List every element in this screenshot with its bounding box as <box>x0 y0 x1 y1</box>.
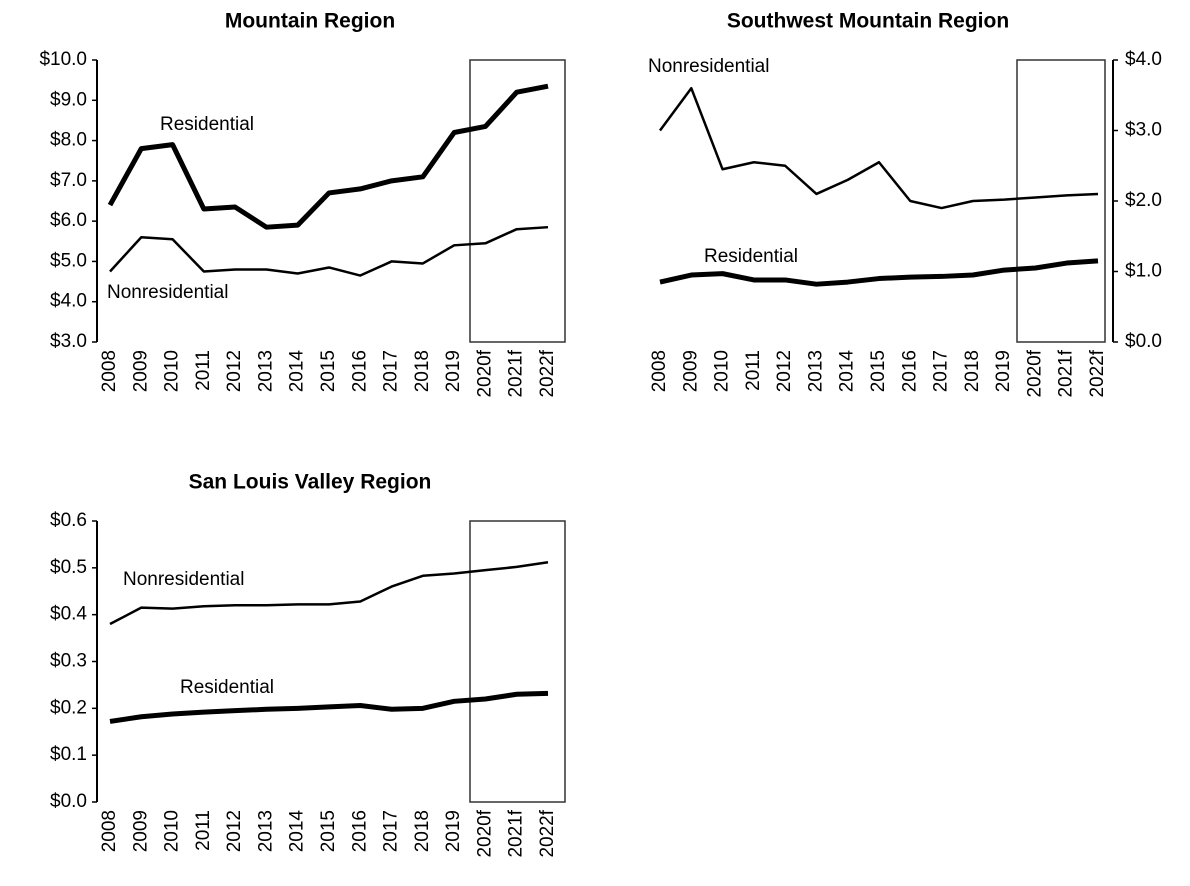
y-tick-label: $0.2 <box>50 697 87 718</box>
y-tick-label: $7.0 <box>50 170 87 191</box>
series-label: Residential <box>704 246 798 267</box>
y-tick-label: $0.0 <box>1125 331 1162 352</box>
x-tick-label: 2011 <box>743 350 764 391</box>
x-tick-label: 2017 <box>381 350 402 392</box>
x-tick-label: 2008 <box>649 350 670 392</box>
chart-title: San Louis Valley Region <box>189 471 432 494</box>
y-tick-label: $0.1 <box>50 744 87 765</box>
x-tick-label: 2014 <box>287 350 308 393</box>
x-tick-label: 2020f <box>474 349 495 397</box>
x-tick-label: 2020f <box>1024 349 1045 397</box>
x-tick-label: 2014 <box>837 350 858 393</box>
data-line <box>109 560 549 626</box>
x-tick-label: 2022f <box>537 809 558 857</box>
x-tick-label: 2008 <box>99 350 120 392</box>
x-tick-label: 2009 <box>130 350 151 392</box>
x-tick-label: 2009 <box>130 810 151 852</box>
y-tick-label: $1.0 <box>1125 261 1162 282</box>
series-label: Nonresidential <box>123 569 244 590</box>
x-tick-label: 2014 <box>287 810 308 853</box>
x-tick-label: 2011 <box>193 350 214 391</box>
x-tick-label: 2010 <box>712 350 733 392</box>
x-tick-label: 2020f <box>474 809 495 857</box>
y-tick-label: $3.0 <box>50 331 87 352</box>
y-tick-label: $2.0 <box>1125 190 1162 211</box>
series-label: Nonresidential <box>107 282 228 303</box>
x-tick-label: 2013 <box>255 350 276 392</box>
y-tick-label: $0.0 <box>50 791 87 812</box>
chart-title: Southwest Mountain Region <box>727 10 1009 33</box>
x-tick-label: 2013 <box>255 810 276 852</box>
data-line <box>658 86 1099 210</box>
series-label: Residential <box>180 677 274 698</box>
x-tick-label: 2019 <box>443 810 464 852</box>
x-tick-label: 2016 <box>349 350 370 392</box>
y-tick-label: $5.0 <box>50 250 87 271</box>
y-tick-label: $0.4 <box>50 604 87 625</box>
data-line <box>659 258 1099 287</box>
y-tick-label: $6.0 <box>50 210 87 231</box>
y-tick-label: $3.0 <box>1125 120 1162 141</box>
y-tick-label: $0.6 <box>50 510 87 531</box>
data-line <box>109 225 549 277</box>
x-tick-label: 2018 <box>962 350 983 392</box>
y-tick-label: $9.0 <box>50 89 87 110</box>
y-tick-label: $0.3 <box>50 651 87 672</box>
x-tick-label: 2015 <box>318 810 339 852</box>
x-tick-label: 2015 <box>318 350 339 392</box>
x-tick-label: 2018 <box>412 350 433 392</box>
y-tick-label: $4.0 <box>50 291 87 312</box>
x-tick-label: 2022f <box>1087 349 1108 397</box>
x-tick-label: 2018 <box>412 810 433 852</box>
x-tick-label: 2010 <box>162 350 183 392</box>
x-tick-label: 2019 <box>993 350 1014 392</box>
x-tick-label: 2012 <box>774 350 795 392</box>
x-tick-label: 2016 <box>899 350 920 392</box>
x-tick-label: 2022f <box>537 349 558 397</box>
y-tick-label: $0.5 <box>50 557 87 578</box>
forecast-box <box>1016 59 1106 343</box>
chart-title: Mountain Region <box>225 10 395 33</box>
x-tick-label: 2015 <box>868 350 889 392</box>
data-line <box>107 83 549 230</box>
forecast-box <box>469 520 566 803</box>
x-tick-label: 2012 <box>224 810 245 852</box>
forecast-box <box>469 59 566 343</box>
x-tick-label: 2016 <box>349 810 370 852</box>
data-line <box>109 690 549 724</box>
x-tick-label: 2021f <box>1056 349 1077 397</box>
x-tick-label: 2017 <box>931 350 952 392</box>
x-tick-label: 2011 <box>193 810 214 851</box>
series-label: Nonresidential <box>648 56 769 77</box>
x-tick-label: 2012 <box>224 350 245 392</box>
x-tick-label: 2021f <box>506 809 527 857</box>
series-label: Residential <box>160 114 254 135</box>
x-tick-label: 2010 <box>162 810 183 852</box>
x-tick-label: 2017 <box>381 810 402 852</box>
x-tick-label: 2021f <box>506 349 527 397</box>
y-tick-label: $8.0 <box>50 130 87 151</box>
y-tick-label: $4.0 <box>1125 49 1162 70</box>
y-tick-label: $10.0 <box>39 49 87 70</box>
x-tick-label: 2013 <box>805 350 826 392</box>
x-tick-label: 2008 <box>99 810 120 852</box>
x-tick-label: 2009 <box>680 350 701 392</box>
x-tick-label: 2019 <box>443 350 464 392</box>
